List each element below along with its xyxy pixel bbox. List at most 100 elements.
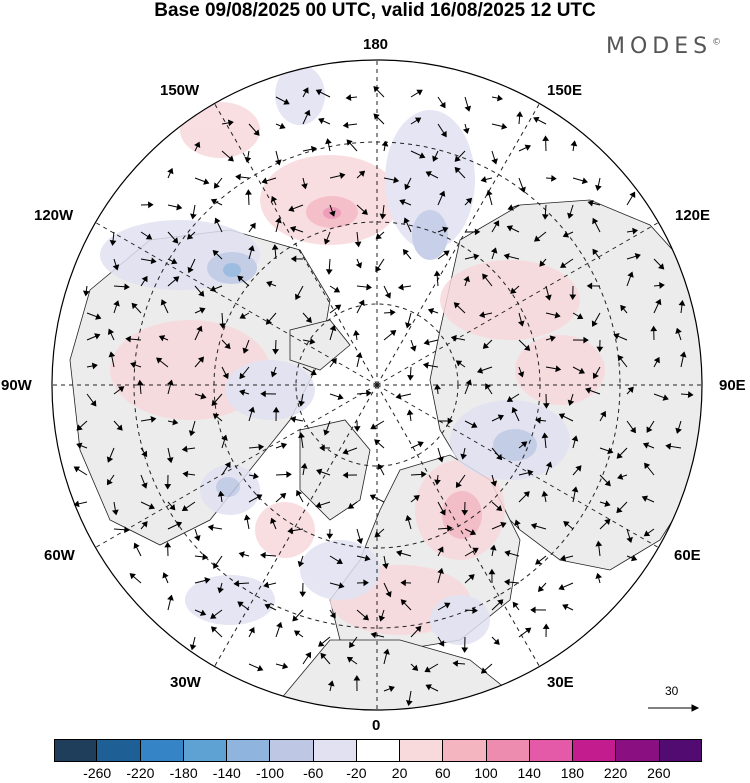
- wind-arrow: [275, 122, 286, 130]
- wind-arrow: [410, 625, 422, 638]
- wind-arrow: [410, 495, 420, 503]
- wind-arrow: [167, 418, 179, 426]
- wind-arrow: [264, 603, 277, 611]
- wind-arrow: [592, 217, 601, 233]
- wind-arrow: [437, 447, 444, 463]
- wind-arrow: [434, 383, 441, 395]
- wind-arrow: [221, 366, 229, 380]
- wind-arrow: [406, 409, 414, 422]
- wind-arrow: [315, 501, 331, 509]
- colorbar-tick-label: 220: [603, 765, 628, 781]
- wind-arrow: [355, 352, 363, 368]
- wind-arrow: [410, 663, 419, 671]
- wind-arrow: [248, 123, 260, 136]
- wind-arrow: [491, 636, 500, 645]
- wind-arrow: [86, 312, 102, 320]
- wind-arrow: [545, 174, 557, 182]
- lon-label-0: 0: [372, 717, 381, 734]
- wind-arrow: [140, 257, 157, 265]
- wind-arrow: [194, 609, 207, 616]
- wind-arrow: [323, 231, 331, 245]
- wind-arrow: [113, 526, 130, 534]
- wind-arrow: [140, 474, 148, 489]
- wind-arrow: [377, 463, 385, 476]
- wind-arrow: [533, 116, 547, 125]
- wind-arrow: [242, 339, 250, 354]
- wind-arrow: [562, 231, 574, 238]
- negative-anomaly-core: [216, 477, 240, 497]
- wind-arrow: [437, 524, 453, 532]
- wind-arrow: [194, 285, 205, 297]
- wind-arrow: [599, 410, 607, 422]
- colorbar-swatch: [572, 739, 616, 762]
- negative-anomaly: [225, 360, 315, 420]
- wind-arrow: [353, 675, 361, 692]
- wind-arrow: [113, 420, 123, 431]
- wind-arrow: [653, 282, 665, 289]
- wind-arrow: [464, 253, 480, 261]
- wind-arrow: [248, 222, 256, 233]
- wind-arrow: [299, 582, 307, 598]
- wind-arrow: [346, 139, 358, 152]
- wind-arrow: [545, 285, 552, 301]
- wind-arrow: [395, 392, 412, 400]
- wind-arrow: [437, 417, 454, 425]
- wind-arrow: [315, 89, 331, 98]
- wind-arrow: [545, 365, 562, 373]
- wind-arrow: [289, 226, 304, 233]
- wind-arrow: [383, 176, 400, 184]
- wind-arrow: [167, 231, 179, 244]
- wind-arrow: [480, 663, 493, 674]
- wind-arrow: [504, 578, 520, 586]
- wind-arrow: [356, 283, 372, 291]
- colorbar-tick-label: -60: [303, 765, 324, 781]
- wind-arrow: [329, 582, 345, 589]
- wind-arrow: [452, 660, 466, 667]
- wind-arrow: [383, 330, 397, 341]
- wind-arrow: [541, 490, 549, 503]
- wind-arrow: [374, 439, 385, 449]
- wind-arrow: [295, 285, 304, 300]
- wind-arrow: [489, 544, 497, 557]
- wind-arrow: [563, 521, 574, 530]
- colorbar-swatch: [269, 739, 313, 762]
- meridian-line: [95, 222, 378, 386]
- wind-arrow: [158, 335, 169, 342]
- wind-arrow: [653, 258, 665, 270]
- wind-arrow: [410, 89, 423, 98]
- wind-arrow: [275, 217, 282, 233]
- polar-map[interactable]: [0, 0, 750, 735]
- wind-arrow: [214, 217, 223, 233]
- positive-anomaly: [180, 102, 260, 158]
- wind-arrow: [275, 471, 292, 478]
- meridian-line: [376, 103, 540, 386]
- wind-arrow: [194, 392, 207, 400]
- wind-arrow: [270, 195, 278, 206]
- wind-arrow: [329, 172, 346, 179]
- wind-arrow: [545, 311, 561, 319]
- wind-arrow: [410, 117, 422, 125]
- wind-arrow: [650, 325, 658, 341]
- lon-label-150w: 150W: [160, 82, 200, 99]
- map-title: Base 09/08/2025 00 UTC, valid 16/08/2025…: [154, 0, 596, 21]
- longitude-lines: [52, 60, 702, 710]
- wind-arrow: [396, 549, 412, 557]
- wind-arrow: [464, 197, 473, 206]
- wind-arrow: [665, 443, 682, 450]
- wind-arrow: [455, 360, 466, 368]
- wind-arrow: [76, 420, 88, 431]
- wind-arrow: [164, 474, 172, 490]
- wind-arrow: [329, 393, 344, 401]
- wind-arrow: [318, 636, 331, 647]
- lon-label-60w: 60W: [44, 547, 75, 564]
- wind-arrow: [620, 304, 628, 314]
- wind-arrow: [167, 167, 174, 179]
- wind-arrow: [450, 334, 466, 342]
- wind-arrow: [518, 627, 532, 638]
- wind-arrow: [535, 416, 547, 424]
- wind-arrow: [140, 231, 153, 240]
- wind-arrow: [167, 501, 176, 511]
- wind-arrow: [491, 414, 505, 422]
- wind-arrow: [491, 94, 503, 102]
- colorbar-swatch: [528, 739, 573, 762]
